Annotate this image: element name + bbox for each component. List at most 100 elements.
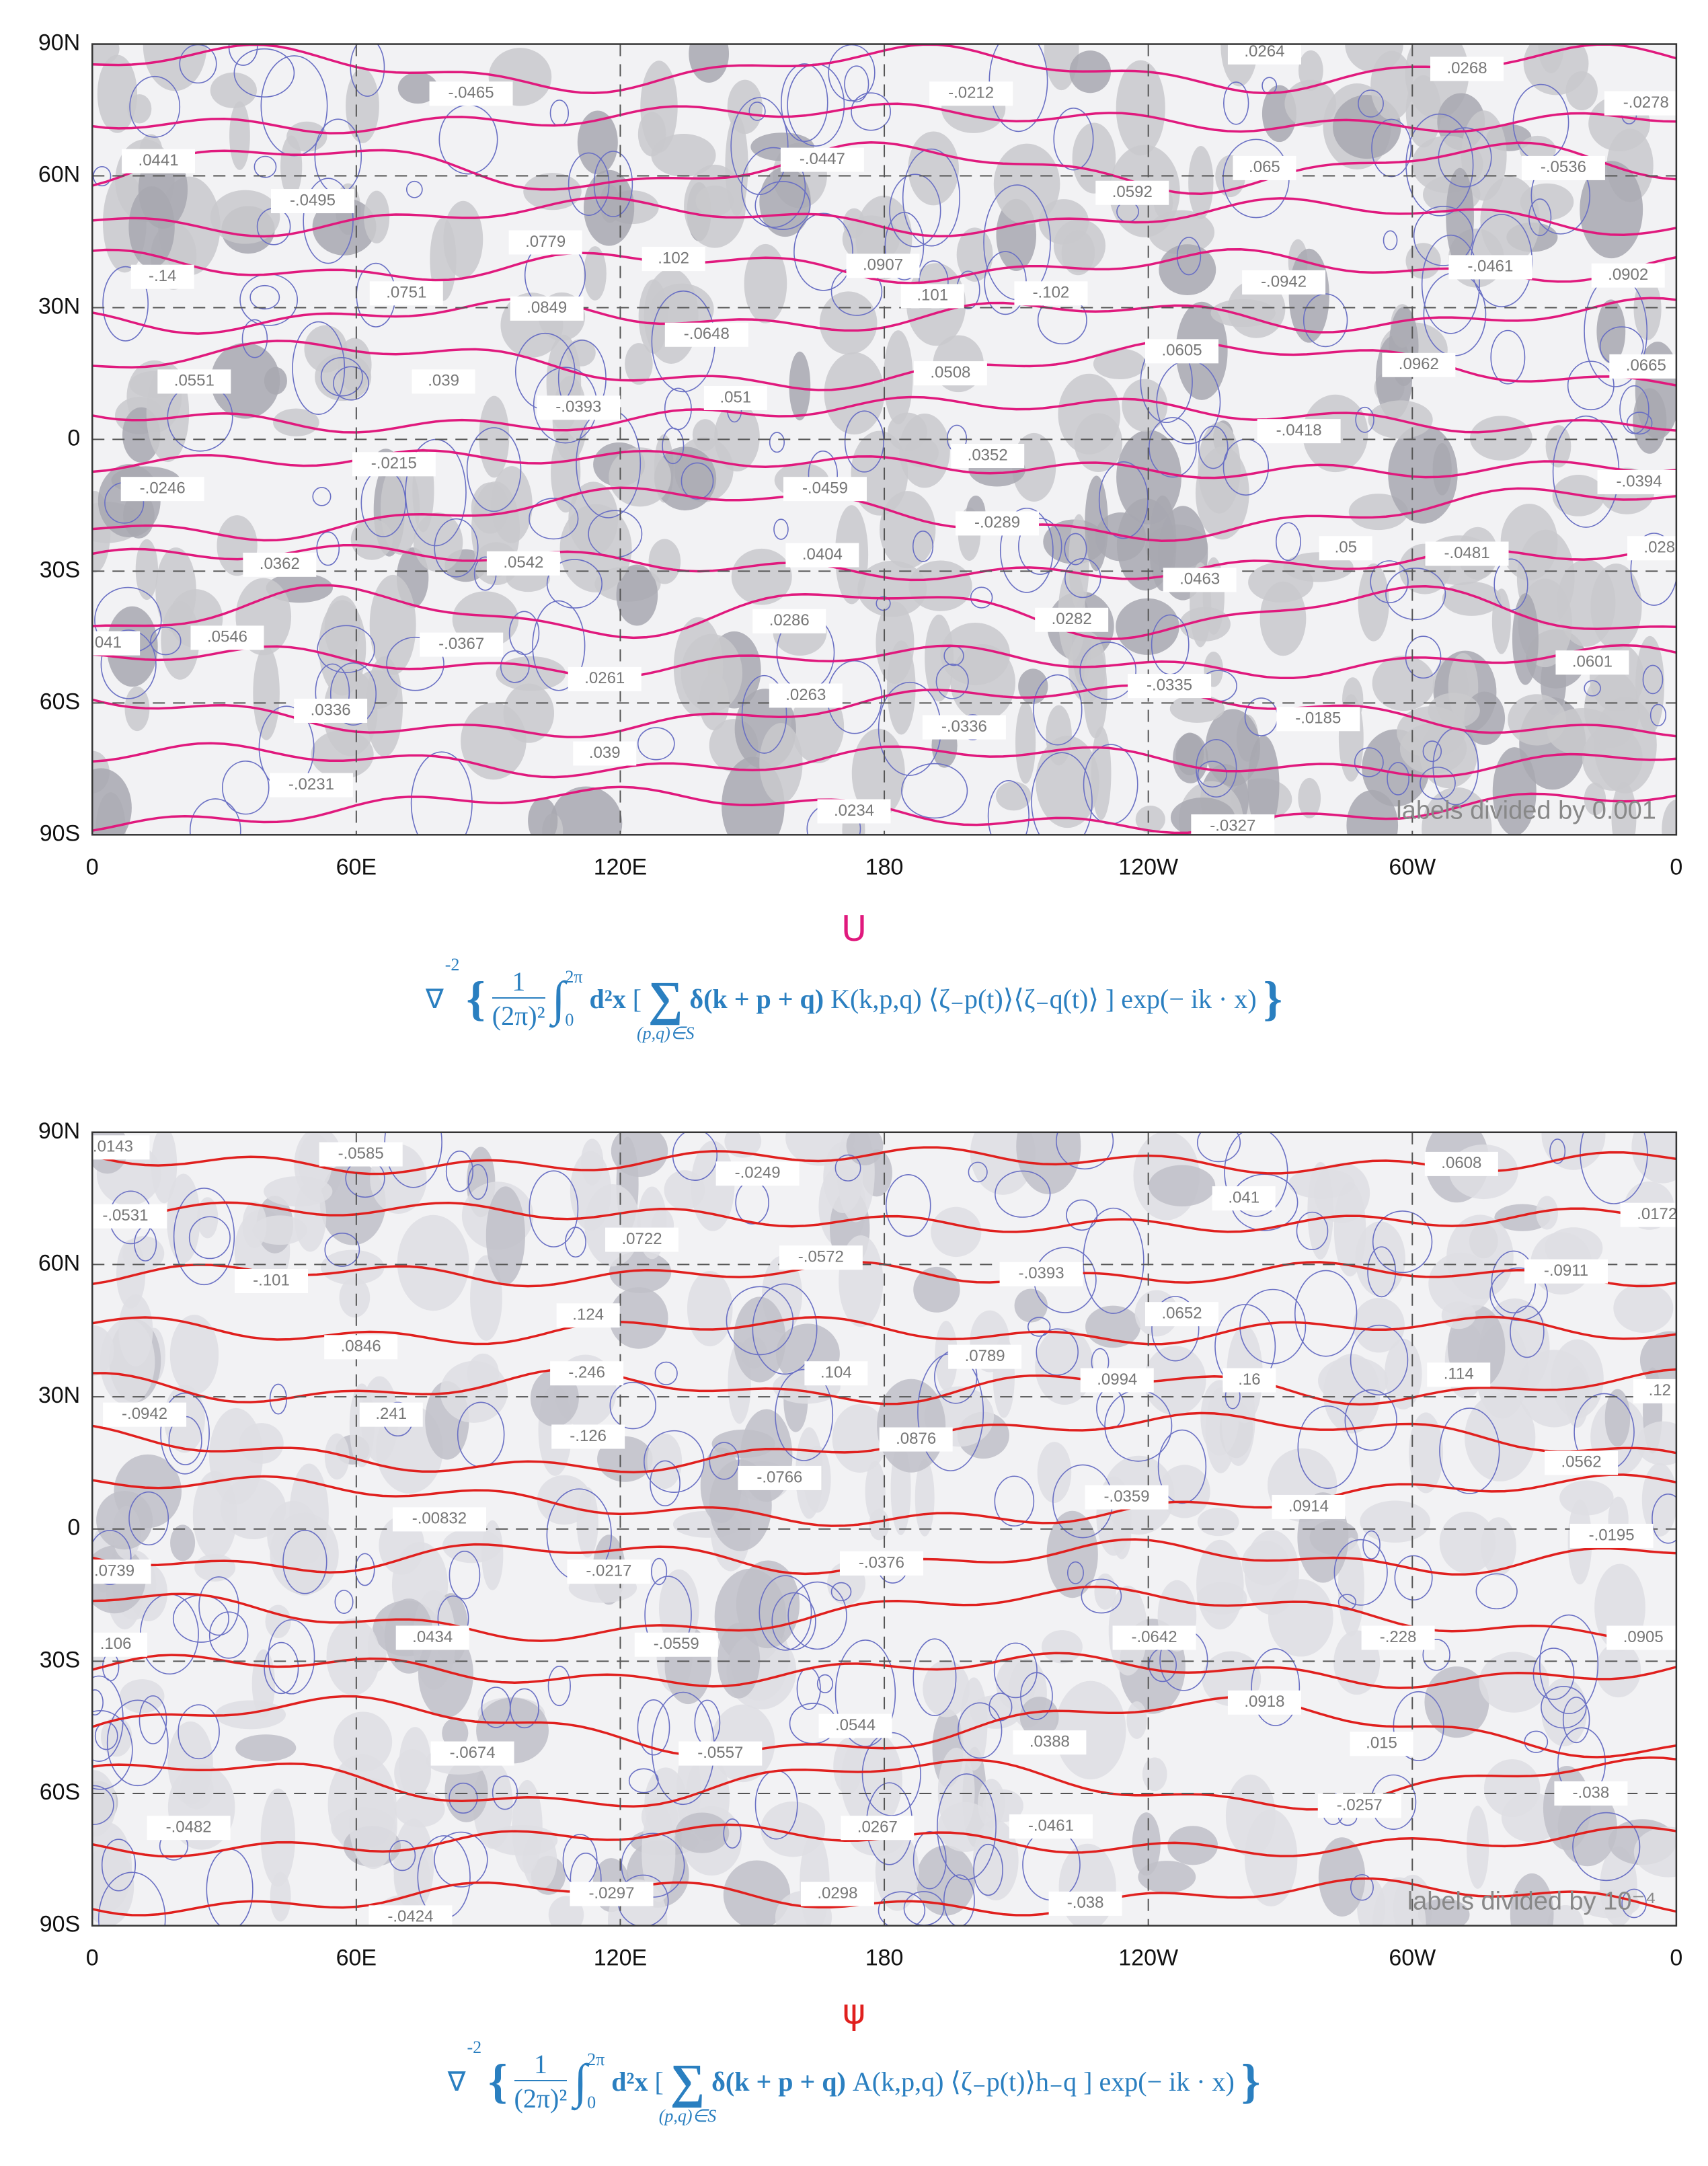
thin-contour [1367,1246,1397,1298]
shading [1409,1412,1444,1494]
label-box [92,1204,167,1229]
thin-contour [1372,1210,1433,1274]
label-box [1597,469,1676,494]
thin-contour [101,1839,137,1892]
label-box [605,1227,679,1252]
shading [319,600,366,696]
shading [1323,1354,1381,1434]
map-panel: .0264 .0268 -.0465 -.0212 -.0278 .0441 -.0447.… [38,30,1682,880]
shading [128,186,175,268]
thin-contour [1223,81,1249,125]
contour-label: .0264 [1244,42,1284,61]
thin-contour [532,600,586,691]
formula-part: δ(k + p + q) [711,2066,846,2097]
label-box [1242,270,1326,295]
shading [884,330,913,425]
formula-part: ∇ [425,983,444,1014]
thin-contour [889,173,941,247]
formula-part: } [1263,971,1283,1026]
shading [1541,1132,1606,1170]
contour-label: .0286 [769,611,810,629]
shading [931,1206,982,1258]
shading [1037,1442,1072,1503]
thin-contour [1524,1730,1549,1753]
label-box [817,799,891,824]
shading [583,246,607,301]
shading [364,190,390,243]
shading [1036,736,1099,828]
label-box [429,81,513,106]
label-box [412,369,475,394]
contour-label: .0876 [896,1430,936,1448]
shading [887,640,916,735]
shading [744,243,787,323]
label-box [352,452,436,477]
label-box [1633,1379,1676,1403]
contour-label: -.0212 [948,84,994,102]
label-box [1080,1368,1154,1393]
label-box [1035,607,1109,632]
label-box [147,1816,231,1841]
contour-label: -.0394 [1617,472,1662,490]
fraction: 1 (2π)² [514,2048,568,2114]
thin-contour [1036,1328,1079,1376]
thin-contour [386,636,444,691]
contour-label: .0994 [1097,1370,1137,1389]
shading [210,190,280,244]
y-tick-label: 30S [40,557,81,582]
label-box [510,296,584,321]
shading [638,279,668,354]
shading [324,1433,350,1480]
shading [321,1249,385,1285]
label-box [243,552,317,577]
shading [1167,1826,1218,1865]
formula-part: ∑ [648,971,683,1026]
label-box [420,632,504,657]
x-tick-label: 120W [1118,1945,1178,1971]
thin-contour [1081,1578,1122,1614]
x-tick-label: 60W [1389,1945,1436,1971]
map-field: .0143 -.0585 -.0249 .0608 -.0531 .041 .0172 .07… [92,1132,1676,1926]
contour-label: -.0495 [290,191,336,209]
contour-label: -.00832 [412,1510,467,1528]
label-box [913,361,987,386]
shading [481,1520,504,1590]
contour-label: -.038 [1067,1894,1104,1912]
shading [397,72,438,104]
label-box [1257,419,1341,444]
formula: ∇ -2 { 1 (2π)² ∫ 2π 0 d²x [ ∑ (p,q)∈S δ(k + p… [0,2038,1708,2126]
shading [196,1197,219,1239]
formula-part: ∇ [447,2066,466,2097]
contour-label: .0592 [1112,183,1153,201]
thin-contour [1303,293,1348,348]
contour-label: -.0424 [387,1908,433,1926]
thin-contour [748,102,766,121]
shading [877,1379,946,1473]
shading [880,491,936,569]
label-box [551,1424,625,1449]
thin-contour [445,1150,474,1192]
thin-contour [1275,522,1301,562]
label-box [190,625,264,650]
shading [1446,1214,1514,1299]
thin-contour [434,518,479,578]
shading [1446,167,1474,266]
label-box [1319,536,1372,561]
thin-contour [529,498,579,540]
formula-part: (p,q)∈S [636,1023,695,1043]
shading [169,1315,219,1395]
thin-contour [1422,740,1442,763]
contour-label: .0608 [1441,1154,1481,1172]
formula-part: [ [654,2066,664,2097]
shading [1348,494,1408,531]
contour-label: -.0278 [1623,93,1669,112]
shading [642,1803,676,1902]
label-box [568,666,642,691]
thin-contour [1064,533,1087,566]
formula-part: 2π [565,967,583,987]
thin-contour [913,1830,947,1890]
label-box [1524,1259,1608,1284]
thin-contour [993,1642,1038,1699]
